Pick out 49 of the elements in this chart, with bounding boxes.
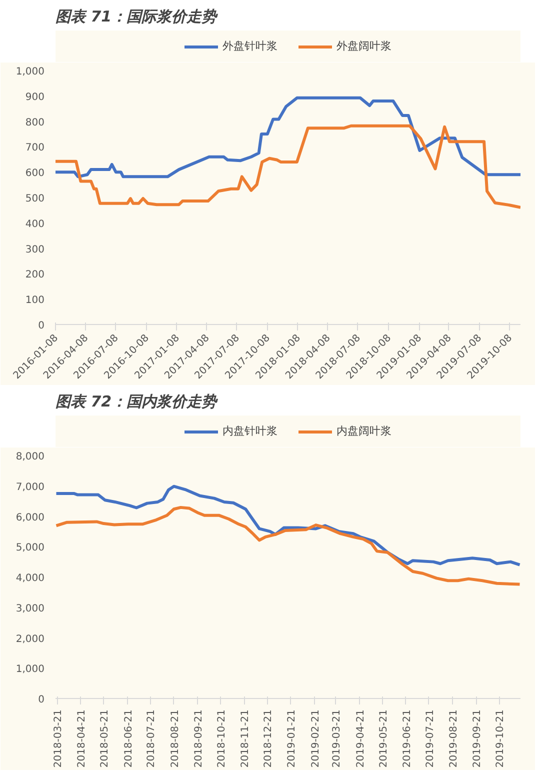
y-tick-label: 600 bbox=[25, 168, 45, 180]
x-tick-label: 2018-10-21 bbox=[216, 709, 228, 768]
x-tick-label: 2018-08-21 bbox=[170, 709, 181, 768]
x-tick-label: 2019-02-21 bbox=[310, 709, 322, 768]
chart-title: 图表 72：国内浆价走势 bbox=[56, 392, 219, 410]
x-tick-label: 2019-03-21 bbox=[332, 709, 343, 768]
x-tick-label: 2018-12-21 bbox=[263, 709, 274, 768]
y-tick-label: 900 bbox=[25, 92, 45, 103]
y-tick-label: 500 bbox=[25, 194, 45, 204]
legend-label: 内盘阔叶浆 bbox=[336, 424, 392, 438]
y-tick-label: 100 bbox=[25, 295, 45, 306]
y-tick-label: 1,000 bbox=[16, 66, 45, 78]
y-tick-label: 300 bbox=[25, 244, 45, 256]
line-series bbox=[56, 124, 520, 209]
x-tick-label: 2018-11-21 bbox=[240, 709, 252, 768]
x-tick-label: 2019-01-21 bbox=[286, 709, 298, 768]
x-tick-label: 2019-04-21 bbox=[355, 709, 366, 768]
x-tick-label: 2018-07-21 bbox=[146, 709, 158, 768]
y-tick-label: 5,000 bbox=[16, 542, 45, 554]
x-tick-label: 2018-04-21 bbox=[76, 709, 88, 768]
x-tick-label: 2018-09-21 bbox=[194, 709, 205, 768]
x-tick-label: 2018-06-21 bbox=[123, 709, 134, 768]
line-series bbox=[56, 506, 520, 586]
x-tick-label: 2019-10-21 bbox=[495, 709, 506, 768]
y-tick-label: 4,000 bbox=[16, 573, 45, 584]
x-tick-label: 2019-08-21 bbox=[448, 709, 460, 768]
x-tick-label: 2019-05-21 bbox=[378, 709, 390, 768]
y-tick-label: 800 bbox=[25, 117, 45, 128]
legend-label: 内盘针叶浆 bbox=[222, 424, 278, 438]
y-tick-label: 200 bbox=[25, 270, 45, 281]
x-tick-label: 2018-03-21 bbox=[53, 709, 64, 768]
y-tick-label: 7,000 bbox=[16, 482, 45, 493]
legend-label: 外盘针叶浆 bbox=[222, 38, 278, 54]
x-tick-label: 2019-09-21 bbox=[472, 709, 484, 768]
y-tick-label: 400 bbox=[25, 218, 45, 230]
x-tick-label: 2019-06-21 bbox=[402, 709, 413, 768]
line-series bbox=[56, 96, 520, 178]
y-tick-label: 1,000 bbox=[16, 664, 45, 676]
y-tick-label: 2,000 bbox=[16, 634, 45, 645]
x-tick-label: 2018-05-21 bbox=[100, 709, 111, 768]
legend-label: 外盘阔叶浆 bbox=[336, 38, 392, 54]
y-tick-label: 8,000 bbox=[16, 452, 45, 462]
y-tick-label: 6,000 bbox=[16, 512, 45, 524]
y-tick-label: 0 bbox=[38, 694, 45, 706]
y-tick-label: 3,000 bbox=[16, 603, 45, 614]
x-tick-label: 2019-07-21 bbox=[424, 709, 436, 768]
y-tick-label: 700 bbox=[25, 142, 45, 154]
y-tick-label: 0 bbox=[38, 320, 45, 332]
chart-title: 图表 71：国际浆价走势 bbox=[56, 8, 219, 26]
